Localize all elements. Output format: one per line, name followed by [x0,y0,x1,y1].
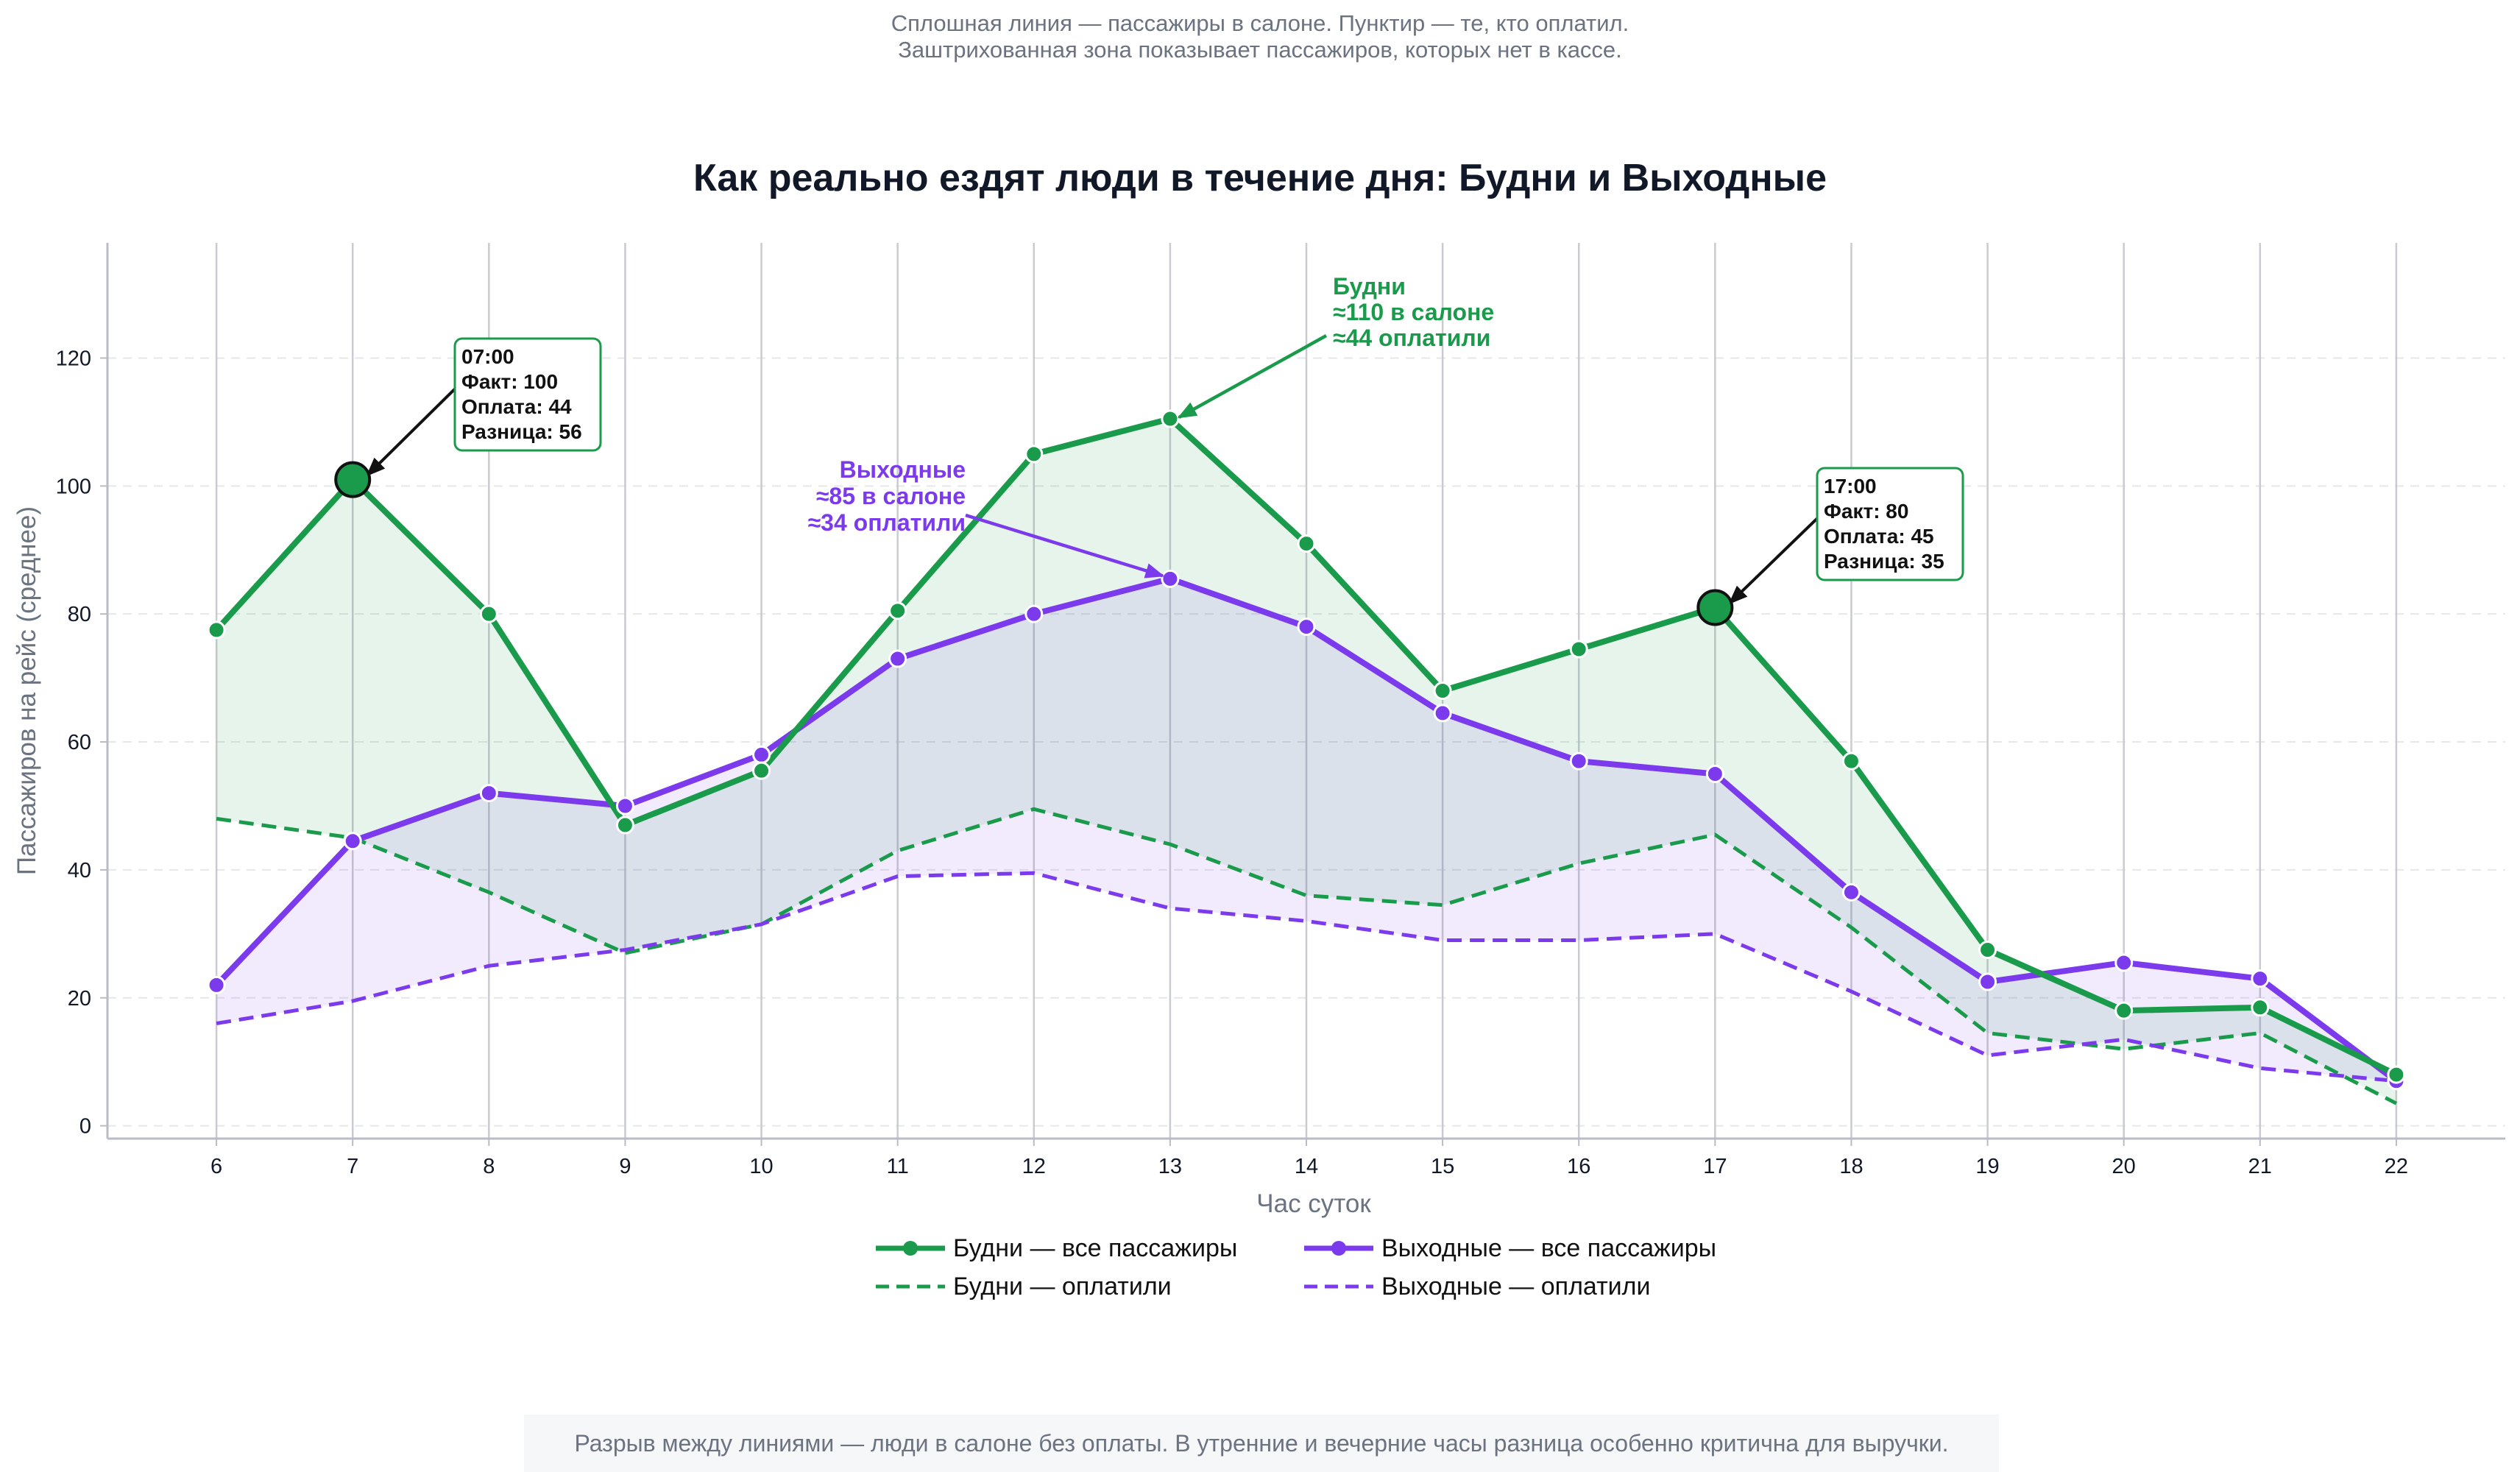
x-tick-label: 16 [1567,1155,1590,1178]
data-point-weekday-all [2387,1065,2406,1084]
legend-entry-label: Будни — оплатили [953,1273,1172,1301]
x-tick-label: 20 [2112,1155,2136,1178]
legend-entry-label: Будни — все пассажиры [953,1234,1237,1262]
data-point-weekend-all [2251,969,2270,988]
data-point-weekday-all [1161,409,1180,428]
x-axis-label: Час суток [1256,1189,1371,1218]
footer-note: Разрыв между линиями — люди в салоне без… [524,1415,1999,1472]
chart-title: Как реально ездят люди в течение дня: Бу… [693,157,1827,199]
data-point-weekday-all [1433,682,1452,700]
x-tick-label: 7 [347,1155,358,1178]
highlight-point [1696,589,1734,626]
data-point-weekend-all [1024,604,1044,623]
legend-marker [1331,1241,1346,1256]
data-point-weekend-all [1841,882,1861,902]
legend-marker [903,1241,918,1256]
chart-subtitle-line-1: Сплошная линия — пассажиры в салоне. Пун… [891,10,1629,36]
x-tick-label: 13 [1158,1155,1182,1178]
y-tick-label: 20 [68,987,91,1011]
y-tick-label: 60 [68,731,91,754]
data-point-weekend-all [1978,972,1997,991]
data-point-weekday-all [479,604,498,623]
data-point-weekend-all [479,784,498,803]
callout-text: 17:00 Факт: 80 Оплата: 45 Разница: 35 [1824,475,1944,573]
x-tick-label: 12 [1022,1155,1046,1178]
data-point-weekday-all [752,761,771,780]
data-point-weekday-all [2114,1001,2134,1020]
data-point-weekend-all [343,832,362,851]
legend-entry-label: Выходные — все пассажиры [1381,1234,1716,1262]
legend-entry-label: Выходные — оплатили [1381,1273,1650,1301]
y-tick-label: 80 [68,603,91,626]
series-line-weekend-paid [216,871,2397,1083]
data-point-weekend-all [615,796,634,815]
annotation-weekend: Выходные ≈85 в салоне ≈34 оплатили [808,456,966,536]
callout-arrow [1728,517,1819,605]
y-tick-label: 40 [68,859,91,882]
data-point-weekend-all [752,745,771,764]
x-tick-label: 21 [2248,1155,2272,1178]
data-point-weekday-all [1978,941,1997,960]
highlight-point [334,461,372,498]
data-point-weekday-all [1297,534,1316,553]
x-tick-label: 18 [1839,1155,1863,1178]
x-tick-label: 8 [483,1155,495,1178]
y-tick-label: 120 [56,347,91,370]
data-point-weekday-all [2251,998,2270,1017]
y-tick-label: 0 [79,1115,91,1139]
data-point-weekend-all [1569,751,1588,771]
callout-box [1816,467,1964,581]
weekday-gap-area [216,419,2396,1104]
x-tick-label: 15 [1431,1155,1454,1178]
callout-text: 07:00 Факт: 100 Оплата: 44 Разница: 56 [461,345,582,443]
data-point-weekend-all [207,975,226,994]
data-point-weekend-all [888,649,907,668]
x-tick-label: 10 [749,1155,773,1178]
annotation-arrow-weekday [1177,334,1328,420]
x-tick-label: 19 [1975,1155,1999,1178]
x-tick-label: 6 [210,1155,222,1178]
x-tick-label: 11 [887,1155,909,1178]
data-point-weekday-all [1024,445,1044,464]
data-point-weekday-all [1841,751,1861,771]
data-point-weekend-all [1297,618,1316,637]
y-tick-label: 100 [56,475,91,498]
x-tick-label: 14 [1295,1155,1318,1178]
data-point-weekday-all [207,620,226,640]
weekend-gap-area [216,578,2396,1081]
data-point-weekend-all [1161,569,1180,588]
data-point-weekend-all [2114,953,2134,972]
annotation-weekday: Будни ≈110 в салоне ≈44 оплатили [1333,273,1494,351]
x-tick-label: 9 [619,1155,631,1178]
chart-subtitle-line-2: Заштрихованная зона показывает пассажиро… [898,37,1622,63]
data-point-weekday-all [1569,640,1588,659]
data-point-weekend-all [1433,704,1452,723]
legend: Будни — все пассажиры Выходные — все пасс… [876,1234,1716,1301]
data-point-weekday-all [615,815,634,835]
y-axis-label: Пассажиров на рейс (среднее) [13,506,41,875]
annotation-arrow-weekend [965,513,1165,578]
x-tick-label: 17 [1703,1155,1727,1178]
x-tick-label: 22 [2385,1155,2408,1178]
data-point-weekday-all [888,601,907,620]
data-point-weekend-all [1705,765,1724,784]
callout-box [453,337,602,452]
callout-arrow [366,387,456,477]
